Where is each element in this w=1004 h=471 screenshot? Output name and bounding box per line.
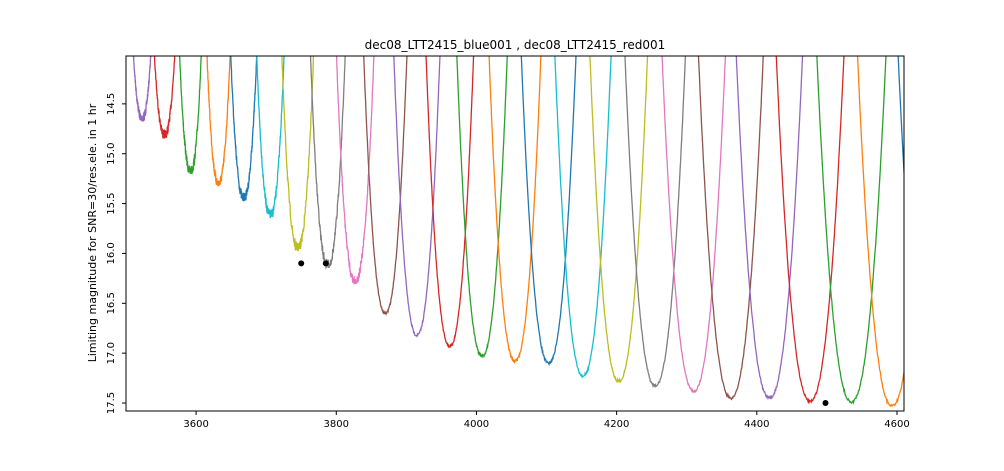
series-order-6 [256,56,285,219]
series-layer [132,56,904,408]
series-order-12 [425,56,475,349]
marker-layer [298,260,829,406]
y-tick-label: 16.5 [106,292,117,314]
y-tick-label: 15.0 [106,143,117,165]
series-order-14 [488,56,542,365]
x-tick-label: 4000 [464,419,489,430]
series-order-3 [178,56,202,174]
series-order-13 [456,56,508,359]
series-order-18 [624,56,687,389]
series-order-19 [661,56,727,394]
y-tick-label: 17.5 [106,392,117,414]
series-order-17 [589,56,649,384]
series-order-24 [856,56,904,408]
plot-frame [125,55,905,412]
data-point-marker-3 [822,400,829,406]
series-order-15 [520,56,577,367]
x-tick-label: 3800 [324,419,349,430]
y-tick-label: 15.5 [106,192,117,214]
y-tick-label: 14.5 [106,93,117,115]
x-tick-label: 4400 [744,419,769,430]
series-order-16 [554,56,612,379]
data-point-marker-1 [298,260,305,267]
x-tick-label: 3600 [183,419,208,430]
series-order-7 [281,56,315,252]
series-order-10 [363,56,408,316]
y-tick-label: 16.0 [106,242,117,264]
series-order-25 [897,56,904,183]
chart-title: dec08_LTT2415_blue001 , dec08_LTT2415_re… [365,38,666,52]
x-tick-label: 4200 [604,419,629,430]
y-axis: 14.5 15.0 15.5 16.0 16.5 17.0 17.5 [106,93,126,414]
series-order-1 [132,56,152,122]
y-axis-label: Limiting magnitude for SNR=30/res.ele. i… [86,103,99,362]
series-order-22 [775,56,845,405]
series-order-8 [309,56,346,270]
y-tick-label: 17.0 [106,342,117,364]
x-tick-label: 4600 [884,419,909,430]
data-point-marker-2 [322,260,329,267]
series-order-21 [735,56,804,401]
series-order-23 [816,56,887,405]
series-order-2 [153,56,176,139]
series-order-9 [335,56,375,285]
series-order-11 [393,56,441,338]
x-axis: 3600 3800 4000 4200 4400 4600 [183,411,910,430]
series-order-5 [230,56,258,202]
series-order-20 [697,56,764,401]
series-order-4 [206,56,231,187]
